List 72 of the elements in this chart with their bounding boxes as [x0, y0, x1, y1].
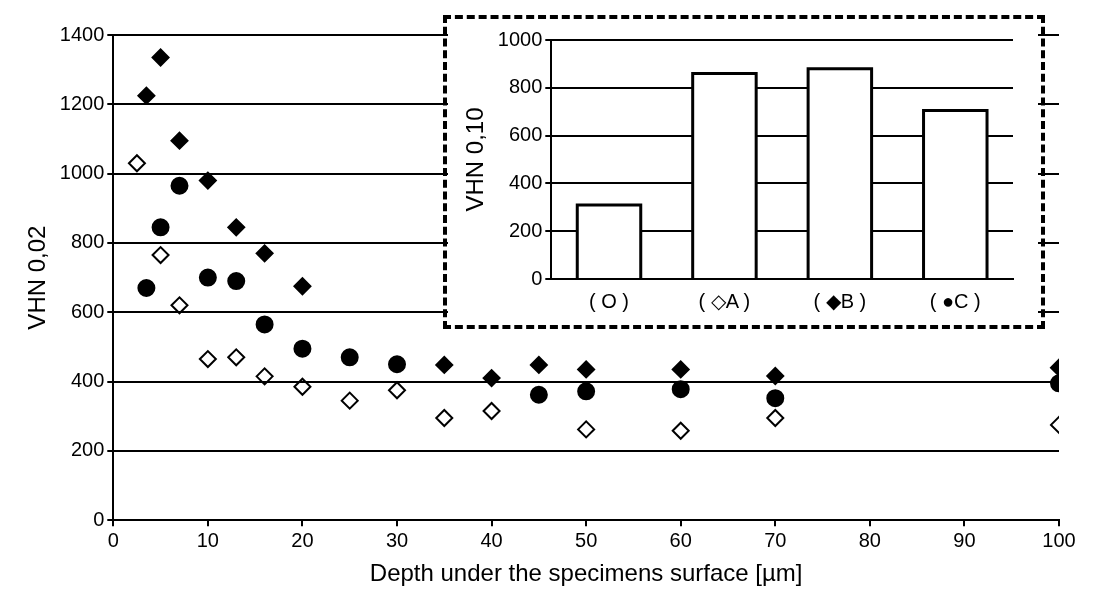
y-tick-label: 1400: [59, 22, 105, 45]
point: [293, 277, 312, 296]
x-tick-label: 100: [1042, 528, 1076, 551]
x-tick-label: ( O ): [589, 289, 630, 312]
y-axis-title: VHN 0,10: [461, 107, 489, 212]
y-tick-label: 600: [508, 123, 543, 146]
point: [198, 350, 217, 369]
point: [577, 360, 596, 379]
point: [170, 296, 189, 315]
point: [293, 339, 312, 358]
point: [293, 377, 312, 396]
point: [151, 218, 170, 237]
y-tick-label: 800: [70, 230, 105, 253]
point: [482, 402, 501, 421]
point: [766, 367, 785, 386]
point: [170, 176, 189, 195]
y-tick-label: 1200: [59, 91, 105, 114]
point: [577, 420, 596, 439]
point: [127, 154, 146, 173]
point: [227, 218, 246, 237]
y-tick-label: 600: [70, 299, 105, 322]
x-tick-label: 90: [953, 528, 976, 551]
point: [529, 385, 548, 404]
point: [671, 380, 690, 399]
point: [435, 355, 454, 374]
point: [255, 315, 274, 334]
x-tick-label: 60: [669, 528, 692, 551]
x-tick-label: 10: [196, 528, 219, 551]
x-tick-label: 50: [575, 528, 598, 551]
y-tick-label: 400: [508, 170, 543, 193]
y-tick-label: 400: [70, 369, 105, 392]
point: [340, 348, 359, 367]
x-tick-label: ( ●C ): [929, 289, 981, 312]
point: [671, 421, 690, 440]
point: [198, 171, 217, 190]
x-tick-label: 70: [764, 528, 787, 551]
point: [766, 389, 785, 408]
y-tick-label: 0: [531, 266, 543, 289]
point: [227, 272, 246, 291]
point: [227, 348, 246, 367]
x-tick-label: 30: [385, 528, 409, 551]
point: [137, 86, 156, 105]
x-tick-label: ( ◆B ): [813, 289, 867, 312]
point: [671, 360, 690, 379]
y-tick-label: 0: [93, 507, 105, 530]
point: [151, 48, 170, 67]
point: [255, 244, 274, 263]
point: [766, 408, 785, 427]
x-tick-label: ( ◇A ): [698, 289, 751, 312]
x-tick-label: 20: [291, 528, 314, 551]
y-tick-label: 200: [70, 438, 105, 461]
point: [482, 369, 501, 388]
point: [170, 131, 189, 150]
point: [255, 367, 274, 386]
point: [198, 268, 217, 287]
point: [435, 408, 454, 427]
x-tick-label: 80: [858, 528, 881, 551]
y-axis-title: VHN 0,02: [23, 225, 51, 330]
x-tick-label: 0: [107, 528, 119, 551]
point: [151, 246, 170, 265]
point: [340, 391, 359, 410]
x-tick-label: 40: [480, 528, 503, 551]
y-tick-label: 1000: [497, 27, 543, 50]
y-tick-label: 800: [508, 75, 543, 98]
point: [388, 381, 407, 400]
point: [529, 355, 548, 374]
y-tick-label: 200: [508, 218, 543, 241]
point: [137, 279, 156, 297]
y-tick-label: 1000: [59, 161, 105, 184]
point: [577, 382, 596, 401]
x-axis-title: Depth under the specimens surface [µm]: [369, 559, 803, 587]
point: [388, 355, 407, 374]
